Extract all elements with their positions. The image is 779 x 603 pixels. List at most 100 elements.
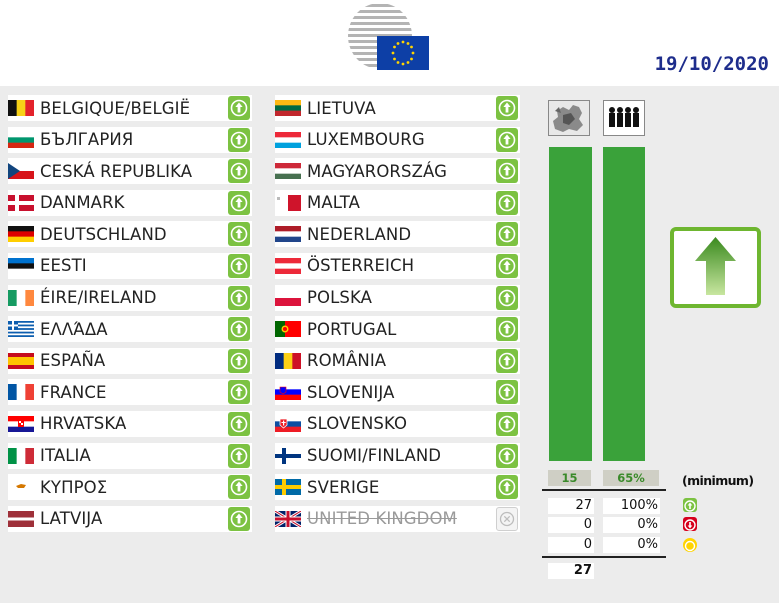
country-name: ΕΛΛΆΔΑ xyxy=(40,319,108,339)
country-row: NEDERLAND xyxy=(275,221,520,248)
vote-yes-icon xyxy=(228,96,250,120)
population-people-icon xyxy=(603,100,645,136)
flag-cz-icon xyxy=(8,163,34,180)
header: 19/10/2020 xyxy=(0,0,779,86)
vote-yes-icon xyxy=(496,411,518,436)
vote-yes-icon xyxy=(228,222,250,247)
abstain-states-count: 0 xyxy=(548,537,594,553)
country-row: ROMÂNIA xyxy=(275,347,520,374)
flag-lu-icon xyxy=(275,131,301,148)
vote-yes-icon xyxy=(228,380,250,405)
country-row: ÖSTERREICH xyxy=(275,252,520,279)
yes-states-count: 27 xyxy=(548,498,594,514)
country-name: БЪЛГАРИЯ xyxy=(40,130,134,150)
country-name: ÖSTERREICH xyxy=(307,256,415,276)
council-logo-icon xyxy=(348,3,429,70)
member-states-threshold: 15 xyxy=(548,470,591,486)
vote-yes-icon xyxy=(496,475,518,500)
country-name: MAGYARORSZÁG xyxy=(307,161,447,181)
country-name: ΚΥΠΡΟΣ xyxy=(40,477,108,497)
country-row: ÉIRE/IRELAND xyxy=(8,284,252,311)
country-name: LUXEMBOURG xyxy=(307,130,425,150)
flag-at-icon xyxy=(275,257,301,274)
vote-yes-icon xyxy=(228,506,250,531)
divider-bottom xyxy=(542,556,666,558)
country-row: EESTI xyxy=(8,252,252,279)
flag-hu-icon xyxy=(275,163,301,180)
country-name: SVERIGE xyxy=(307,477,380,497)
member-states-map-icon xyxy=(548,100,590,136)
country-row: SLOVENIJA xyxy=(275,379,520,406)
country-name: DANMARK xyxy=(40,193,125,213)
flag-nl-icon xyxy=(275,226,301,243)
country-name: MALTA xyxy=(307,193,361,213)
vote-none-icon xyxy=(496,506,518,531)
vote-yes-icon xyxy=(496,159,518,184)
country-list-left: BELGIQUE/BELGIË БЪЛГАРИЯ CESKÁ REPUBLIKA DA… xyxy=(8,95,252,537)
yes-population-pct: 100% xyxy=(603,498,660,514)
country-name: CESKÁ REPUBLIKA xyxy=(40,161,193,181)
vote-yes-icon xyxy=(496,253,518,278)
country-row: MAGYARORSZÁG xyxy=(275,158,520,185)
flag-pt-icon xyxy=(275,321,301,338)
vote-yes-icon xyxy=(228,285,250,310)
flag-se-icon xyxy=(275,479,301,496)
result-adopted-indicator xyxy=(670,227,761,308)
flag-it-icon xyxy=(8,447,34,464)
vote-yes-icon xyxy=(228,475,250,500)
country-name: ÉIRE/IRELAND xyxy=(40,288,157,308)
country-row: HRVATSKA xyxy=(8,410,252,437)
total-states-count: 27 xyxy=(548,563,594,579)
country-row: ΚΥΠΡΟΣ xyxy=(8,474,252,501)
country-row: LATVIJA xyxy=(8,505,252,532)
vote-yes-icon xyxy=(496,222,518,247)
flag-cy-icon xyxy=(8,479,34,496)
country-name: BELGIQUE/BELGIË xyxy=(40,98,191,118)
flag-gb-icon xyxy=(275,510,301,527)
country-row: ITALIA xyxy=(8,442,252,469)
country-name: POLSKA xyxy=(307,288,373,308)
country-row: CESKÁ REPUBLIKA xyxy=(8,158,252,185)
vote-yes-icon xyxy=(496,443,518,468)
vote-yes-icon xyxy=(228,159,250,184)
population-threshold: 65% xyxy=(603,470,659,486)
flag-es-icon xyxy=(8,352,34,369)
country-name: SUOMI/FINLAND xyxy=(307,446,442,466)
flag-ie-icon xyxy=(8,289,34,306)
country-name: PORTUGAL xyxy=(307,319,397,339)
country-name: EESTI xyxy=(40,256,87,276)
country-row: DEUTSCHLAND xyxy=(8,221,252,248)
up-arrow-icon xyxy=(695,237,736,295)
divider-top xyxy=(542,489,666,491)
population-bar xyxy=(603,147,645,461)
country-row: MALTA xyxy=(275,189,520,216)
country-row: UNITED KINGDOM xyxy=(275,505,520,532)
vote-yes-icon xyxy=(228,190,250,215)
country-row: BELGIQUE/BELGIË xyxy=(8,95,252,121)
country-row: PORTUGAL xyxy=(275,316,520,343)
vote-yes-icon xyxy=(228,253,250,278)
vote-yes-icon xyxy=(496,127,518,152)
country-row: ESPAÑA xyxy=(8,347,252,374)
country-name: DEUTSCHLAND xyxy=(40,224,167,244)
country-name: SLOVENIJA xyxy=(307,382,395,402)
vote-date: 19/10/2020 xyxy=(654,53,769,75)
flag-ee-icon xyxy=(8,257,34,274)
flag-gr-icon xyxy=(8,321,34,338)
country-name: LIETUVA xyxy=(307,98,376,118)
flag-fr-icon xyxy=(8,384,34,401)
flag-ro-icon xyxy=(275,352,301,369)
flag-de-icon xyxy=(8,226,34,243)
country-row: ΕΛΛΆΔΑ xyxy=(8,316,252,343)
flag-fi-icon xyxy=(275,447,301,464)
country-row: SVERIGE xyxy=(275,474,520,501)
vote-yes-icon xyxy=(228,127,250,152)
vote-yes-icon xyxy=(228,443,250,468)
vote-yes-icon xyxy=(228,348,250,373)
flag-si-icon xyxy=(275,384,301,401)
abstain-population-pct: 0% xyxy=(603,537,660,553)
yes-status-icon xyxy=(683,498,697,512)
vote-yes-icon xyxy=(496,380,518,405)
no-population-pct: 0% xyxy=(603,517,660,533)
country-name: LATVIJA xyxy=(40,509,103,529)
